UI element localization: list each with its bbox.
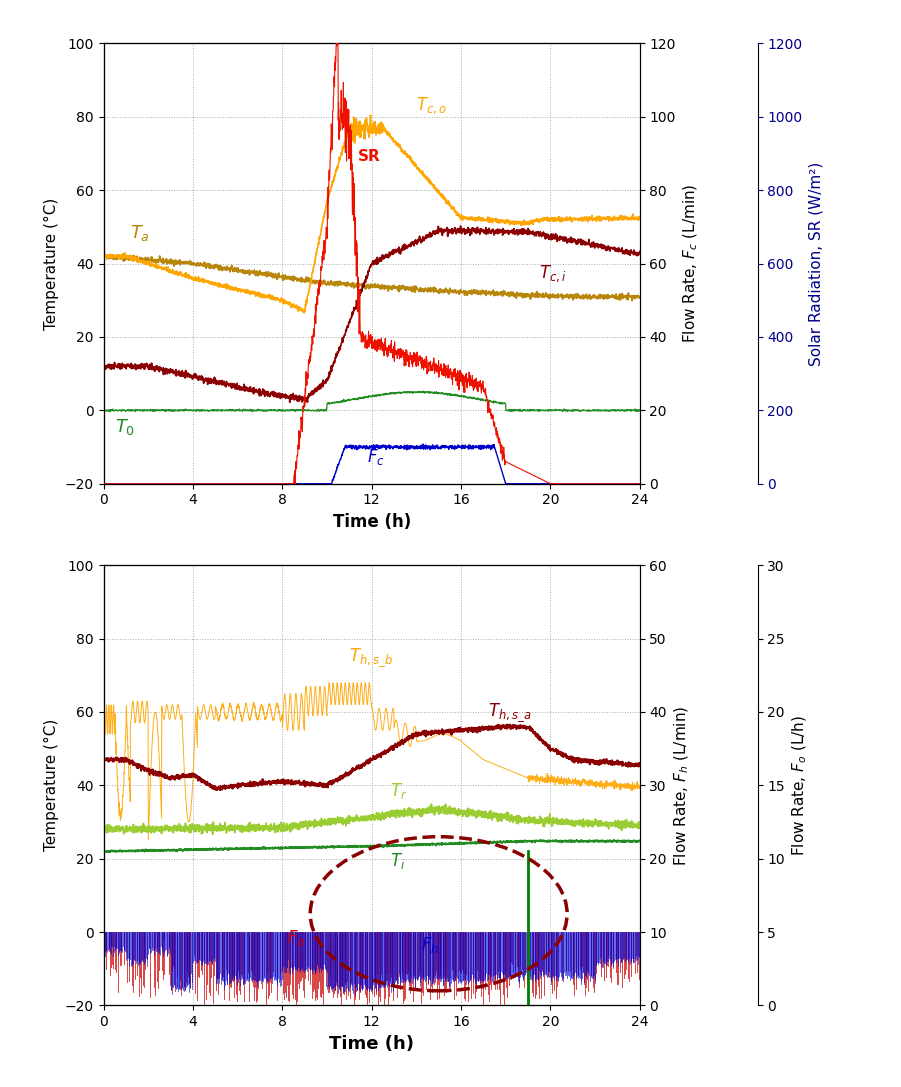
- Text: $T_i$: $T_i$: [389, 851, 405, 871]
- Text: $T_{c,o}$: $T_{c,o}$: [416, 95, 448, 115]
- X-axis label: Time (h): Time (h): [329, 1035, 414, 1052]
- Y-axis label: Solar Radiation, SR (W/m²): Solar Radiation, SR (W/m²): [808, 162, 823, 365]
- Y-axis label: Flow Rate, $F_o$ (L/h): Flow Rate, $F_o$ (L/h): [790, 715, 809, 855]
- Y-axis label: Flow Rate, $F_c$ (L/min): Flow Rate, $F_c$ (L/min): [681, 184, 700, 343]
- Y-axis label: Temperature (°C): Temperature (°C): [44, 198, 59, 329]
- Text: $T_{h,s\_b}$: $T_{h,s\_b}$: [350, 646, 394, 669]
- Text: $T_r$: $T_r$: [389, 782, 407, 801]
- Text: $F_o$: $F_o$: [287, 928, 305, 948]
- Text: $F_h$: $F_h$: [421, 936, 439, 955]
- Text: $T_a$: $T_a$: [131, 223, 150, 242]
- Text: SR: SR: [359, 149, 381, 164]
- Y-axis label: Temperature (°C): Temperature (°C): [44, 720, 59, 851]
- Y-axis label: Flow Rate, $F_h$ (L/min): Flow Rate, $F_h$ (L/min): [673, 705, 691, 865]
- Text: $T_{c,i}$: $T_{c,i}$: [539, 264, 567, 285]
- X-axis label: Time (h): Time (h): [332, 513, 411, 530]
- Text: $F_c$: $F_c$: [368, 447, 385, 466]
- Text: $T_{h,s\_a}$: $T_{h,s\_a}$: [487, 701, 532, 724]
- Text: $T_0$: $T_0$: [114, 417, 135, 437]
